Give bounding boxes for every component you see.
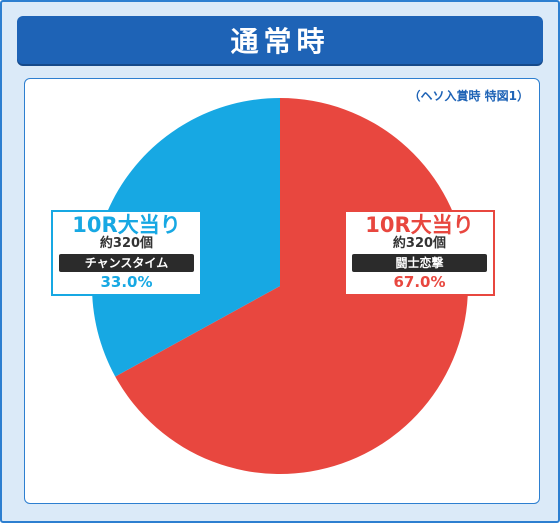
slice-label-percent: 67.0% [393,273,446,291]
slice-label-name: 闘士恋撃 [352,254,487,272]
slice-label-toushi-rengeki: 10R大当り 約320個 闘士恋撃 67.0% [344,210,495,296]
chart-title: 通常時 [230,25,330,58]
slice-label-title: 10R大当り [365,213,474,237]
header-banner: 通常時 [17,16,543,64]
slice-label-count: 約320個 [392,236,447,251]
slice-label-name: チャンスタイム [59,254,194,272]
chart-note: （ヘソ入賞時 特図1） [408,89,529,103]
slice-label-count: 約320個 [99,236,154,251]
slice-label-chance-time: 10R大当り 約320個 チャンスタイム 33.0% [51,210,202,296]
slice-label-percent: 33.0% [100,273,153,291]
slice-label-title: 10R大当り [72,213,181,237]
pie-slice-0 [115,98,468,474]
